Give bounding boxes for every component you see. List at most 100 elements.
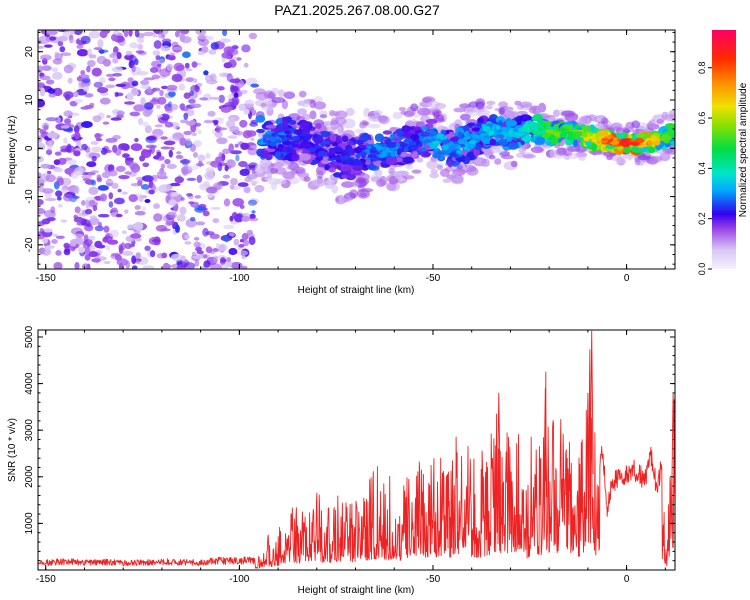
noise-blob — [222, 30, 228, 37]
noise-blob — [151, 74, 161, 80]
ridge-blob — [342, 160, 347, 165]
noise-blob — [55, 235, 65, 239]
ridge-blob — [495, 134, 505, 138]
noise-blob — [229, 184, 235, 190]
noise-blob — [88, 235, 96, 241]
ridge-blob — [440, 144, 449, 151]
noise-blob — [142, 175, 154, 182]
ridge-blob — [497, 138, 509, 146]
ridge-blob — [636, 132, 645, 138]
snr-frame — [37, 329, 676, 571]
ridge-blob — [514, 132, 524, 136]
ridge-blob — [328, 167, 336, 173]
noise-blob — [206, 186, 218, 194]
noise-blob — [58, 204, 63, 208]
noise-blob — [142, 121, 149, 128]
noise-blob — [121, 230, 127, 234]
ridge-blob — [408, 141, 417, 146]
noise-blob — [226, 55, 231, 60]
ridge-blob — [262, 137, 268, 144]
ridge-blob — [467, 111, 479, 117]
noise-blob — [176, 214, 186, 222]
noise-blob — [124, 171, 133, 175]
noise-blob — [63, 193, 73, 202]
noise-blob — [63, 137, 68, 144]
ridge-blob — [568, 153, 580, 160]
noise-blob — [134, 30, 140, 38]
spectrogram-x-tick-label: 0 — [624, 273, 630, 284]
noise-blob — [232, 198, 244, 207]
ridge-blob — [555, 132, 560, 138]
ridge-blob — [419, 126, 429, 131]
ridge-blob — [664, 142, 671, 148]
noise-blob — [51, 67, 58, 72]
noise-blob — [73, 233, 84, 238]
ridge-blob — [442, 178, 452, 183]
noise-blob — [194, 195, 201, 199]
ridge-blob — [431, 140, 440, 145]
ridge-blob — [333, 147, 344, 153]
colorbar-gradient — [712, 30, 736, 269]
ridge-blob — [449, 172, 460, 182]
noise-blob — [207, 194, 214, 198]
noise-blob — [88, 30, 101, 39]
ridge-blob — [567, 134, 574, 141]
ridge-blob — [374, 151, 380, 155]
noise-blob — [228, 143, 234, 152]
ridge-blob — [355, 177, 366, 184]
ridge-blob — [463, 130, 470, 138]
ridge-blob — [398, 107, 406, 112]
noise-blob — [151, 87, 157, 93]
ridge-blob — [456, 149, 463, 155]
spectrogram-y-tick-label: 10 — [24, 94, 35, 106]
noise-blob — [45, 79, 55, 85]
ridge-blob — [373, 144, 380, 148]
noise-blob — [156, 114, 163, 118]
noise-blob — [151, 60, 162, 68]
ridge-blob — [549, 149, 557, 159]
noise-blob — [207, 110, 216, 117]
noise-blob — [121, 191, 128, 195]
noise-blob — [142, 162, 150, 168]
ridge-blob — [637, 155, 651, 161]
noise-blob — [134, 58, 139, 66]
ridge-blob — [498, 101, 508, 108]
noise-blob — [191, 103, 202, 109]
noise-blob — [66, 143, 72, 153]
noise-blob — [125, 50, 133, 56]
ridge-blob — [435, 133, 445, 138]
ridge-blob — [341, 174, 348, 179]
noise-blob — [178, 30, 189, 35]
noise-blob — [240, 265, 248, 269]
noise-blob — [156, 104, 161, 110]
ridge-blob — [265, 124, 277, 129]
ridge-blob — [340, 165, 350, 172]
noise-blob — [222, 174, 230, 179]
ridge-blob — [475, 101, 485, 110]
noise-blob — [64, 93, 71, 101]
noise-blob — [183, 130, 192, 136]
noise-blob — [43, 124, 49, 130]
ridge-blob — [614, 133, 625, 138]
noise-blob — [195, 163, 205, 167]
ridge-blob — [549, 134, 556, 140]
snr-y-axis-label: SNR (10 * v/v) — [7, 418, 18, 482]
spectrogram-x-axis-label: Height of straight line (km) — [298, 285, 415, 296]
noise-blob — [85, 208, 93, 215]
noise-blob — [44, 197, 57, 202]
ridge-blob — [367, 123, 381, 129]
noise-blob — [241, 215, 250, 222]
noise-blob — [250, 137, 255, 141]
noise-blob — [176, 263, 185, 269]
noise-blob — [74, 98, 83, 104]
snr-x-tick-label: -100 — [229, 574, 249, 585]
noise-blob — [179, 33, 186, 42]
noise-blob — [243, 108, 250, 115]
noise-blob — [91, 155, 97, 162]
noise-blob — [68, 40, 77, 43]
noise-blob — [48, 92, 57, 98]
spectrogram-marks — [38, 30, 675, 269]
noise-blob — [159, 68, 171, 77]
noise-blob — [73, 125, 80, 134]
noise-blob — [241, 232, 249, 241]
